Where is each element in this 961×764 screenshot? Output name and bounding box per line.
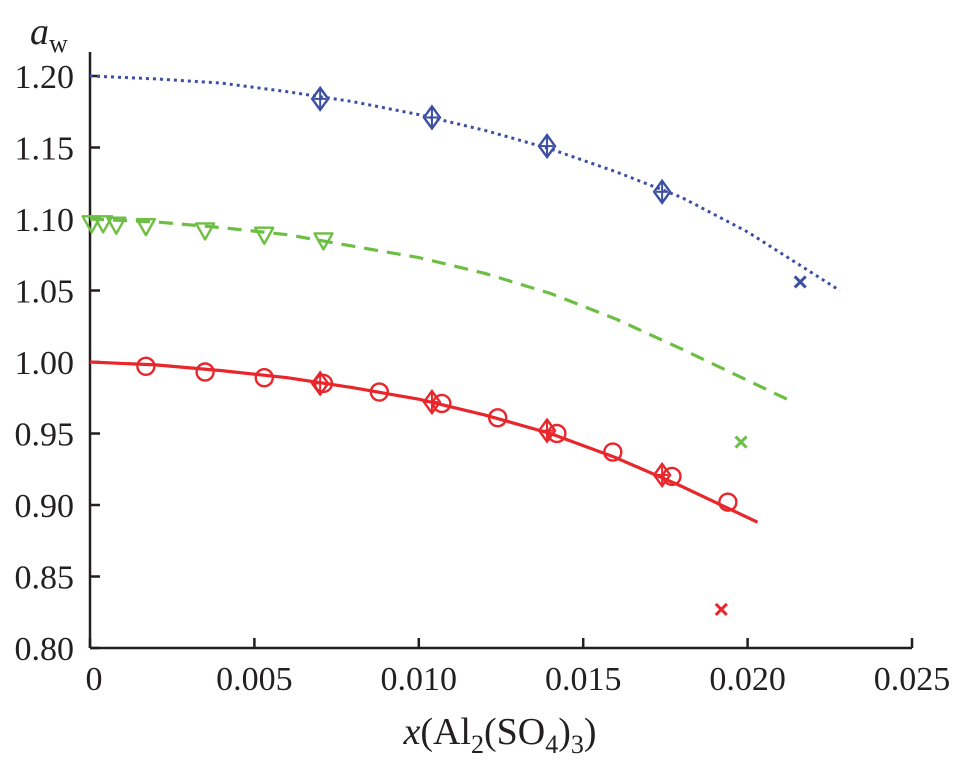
marker-red-diamond [652,461,672,489]
marker-red-diamond-outline [652,461,672,489]
x-axis-title-var: x [402,711,420,753]
y-tick-label: 0.95 [15,417,75,454]
marker-red-diamond [537,417,557,444]
marker-green-cross-stroke [734,435,748,449]
axes [88,52,914,650]
tick-labels: 0 0.005 0.010 0.015 0.020 0.025 0.80 0.85 0.90 0.… [15,59,951,698]
marker-blue-diamond [652,178,672,205]
y-tick-label: 1.00 [15,345,75,382]
marker-green-triangle-down [92,215,114,234]
marker-red-circle [603,442,623,462]
marker-blue-diamond [537,133,557,160]
marker-green-triangle-down [194,222,216,241]
x-tick-label: 0.020 [709,661,786,698]
marker-blue-diamond-outline [652,178,672,205]
marker-blue-cross [793,275,807,289]
x-tick-label: 0 [86,661,103,698]
marker-red-circle [547,423,567,444]
marker-blue-diamond [422,104,442,131]
x-axis-title-sub: 3 [571,730,584,759]
marker-red-diamond [422,388,442,416]
y-axis-title-main: a [30,11,49,53]
x-axis-title-part: (Al [420,711,471,753]
x-axis-title-sub: 4 [545,730,558,759]
y-tick-label: 0.85 [15,560,75,597]
marker-red-circle [432,393,452,414]
marker-blue-diamond [310,85,330,112]
marker-red-circle [718,492,738,512]
x-axis-title-part: ) [584,711,597,753]
y-tick-label: 1.15 [15,131,75,168]
marker-red-circle [195,362,215,382]
marker-red-diamond-outline [310,370,330,397]
markers [81,85,807,616]
y-tick-label: 1.05 [15,274,75,311]
x-axis-title: x(Al2(SO4)3) [402,711,596,759]
marker-red-cross-stroke [714,602,728,616]
x-tick-label: 0.025 [874,661,951,698]
marker-red-circle [662,466,682,487]
y-tick-label: 1.20 [15,59,75,96]
x-tick-label: 0.010 [381,661,458,698]
curve-green [89,217,788,401]
marker-green-triangle-down [135,217,157,237]
marker-red-circle [254,368,274,388]
y-tick-label: 0.80 [15,631,75,668]
y-axis-title: aw [30,11,68,58]
x-tick-label: 0.015 [545,661,622,698]
marker-green-cross [734,435,748,449]
marker-green-triangle-down [81,215,102,234]
marker-green-triangle-down [313,232,334,251]
curve-blue [89,74,841,292]
marker-red-diamond-outline [422,388,442,416]
x-axis-title-part: ) [558,711,571,753]
y-tick-label: 0.90 [15,488,75,525]
marker-blue-diamond-outline [537,133,557,160]
x-axis-title-part: (SO [484,711,545,753]
y-tick-label: 1.10 [15,202,75,239]
marker-blue-diamond-outline [310,85,330,112]
y-axis-title-sub: w [49,29,68,58]
x-tick-label: 0.005 [216,661,293,698]
marker-green-triangle-down [106,216,127,235]
marker-red-circle [488,408,508,428]
marker-red-circle [136,356,156,376]
marker-green-triangle-down [254,226,275,245]
curves [89,74,841,524]
marker-red-diamond-outline [537,417,557,444]
marker-red-circle [369,382,390,402]
marker-blue-diamond-outline [422,104,442,131]
marker-red-cross [714,602,728,616]
marker-blue-cross-stroke [793,275,807,289]
x-axis-title-sub: 2 [471,730,484,759]
marker-red-diamond [310,370,330,397]
curve-red [89,360,759,524]
